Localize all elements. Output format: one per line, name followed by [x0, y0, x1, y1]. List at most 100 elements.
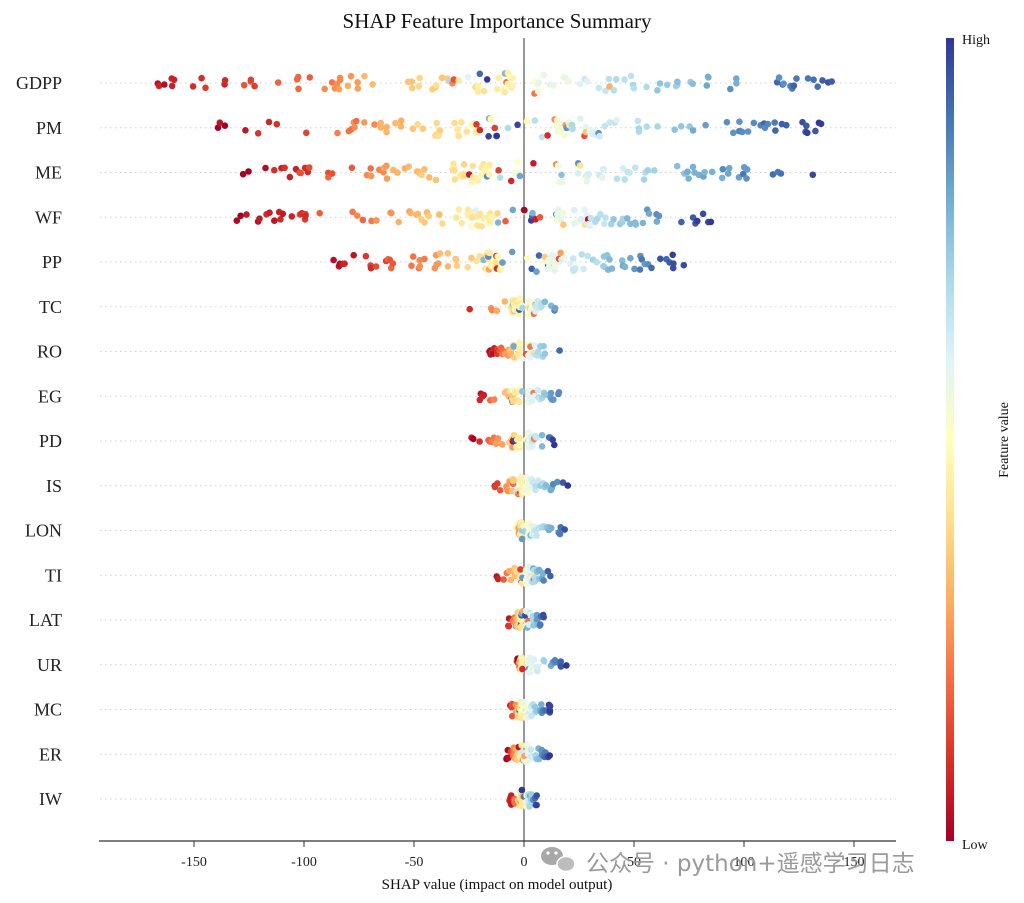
shap-point: [596, 132, 603, 140]
shap-point: [689, 163, 697, 171]
shap-point: [243, 211, 250, 218]
shap-point: [416, 74, 423, 82]
shap-point: [281, 164, 288, 172]
shap-point: [476, 210, 484, 218]
shap-point: [426, 174, 433, 181]
shap-point: [803, 122, 810, 130]
shap-point: [372, 263, 380, 270]
shap-point: [514, 121, 521, 129]
shap-point: [546, 752, 553, 759]
feature-label: PD: [39, 431, 62, 451]
shap-point: [485, 133, 492, 140]
shap-point: [251, 82, 258, 90]
shap-point: [305, 164, 313, 171]
colorbar: [946, 38, 954, 841]
shap-point: [527, 746, 535, 753]
shap-point: [540, 613, 547, 621]
shap-point: [486, 171, 493, 178]
shap-point: [526, 803, 533, 810]
shap-point: [468, 254, 475, 262]
shap-point: [408, 262, 415, 270]
shap-point: [607, 220, 615, 228]
shap-point: [558, 171, 565, 179]
shap-point: [705, 74, 712, 81]
shap-point: [349, 208, 356, 216]
shap-point: [436, 211, 443, 218]
shap-point: [733, 80, 740, 87]
shap-point: [507, 177, 515, 185]
shap-point: [407, 209, 414, 217]
shap-point: [581, 206, 588, 214]
shap-point: [689, 127, 697, 134]
shap-point: [458, 119, 465, 126]
shap-point: [627, 254, 634, 262]
shap-point: [367, 165, 375, 172]
shap-point: [341, 260, 348, 268]
shap-point: [473, 257, 480, 265]
shap-point: [736, 118, 743, 125]
shap-point: [569, 125, 576, 133]
shap-point: [518, 616, 525, 624]
shap-point: [221, 122, 229, 129]
shap-point: [367, 172, 375, 180]
shap-point: [631, 265, 638, 273]
shap-point: [432, 81, 440, 89]
shap-point: [601, 220, 608, 228]
shap-point: [663, 81, 671, 89]
shap-point: [502, 217, 509, 225]
shap-point: [532, 482, 540, 490]
shap-point: [421, 166, 428, 173]
shap-point: [538, 133, 546, 141]
shap-point: [493, 307, 501, 315]
shap-point: [466, 305, 474, 313]
shap-point: [237, 212, 244, 220]
shap-point: [777, 170, 785, 177]
shap-point: [635, 128, 643, 135]
shap-point: [414, 210, 422, 218]
shap-point: [636, 266, 644, 273]
shap-point: [321, 85, 329, 93]
shap-point: [505, 622, 513, 630]
shap-point: [480, 87, 488, 95]
feature-label: ER: [39, 744, 62, 764]
shap-point: [723, 118, 731, 126]
shap-point: [497, 264, 505, 272]
shap-point: [582, 123, 589, 131]
shap-point: [542, 391, 549, 398]
shap-point: [535, 252, 543, 259]
shap-point: [494, 85, 501, 93]
shap-point: [769, 171, 777, 178]
shap-point: [473, 121, 480, 128]
shap-point: [557, 663, 565, 670]
shap-point: [297, 169, 305, 177]
shap-point: [531, 341, 539, 349]
shap-point: [516, 435, 523, 442]
shap-point: [509, 206, 517, 214]
shap-point: [707, 218, 715, 226]
shap-point: [480, 391, 488, 399]
shap-point: [371, 121, 378, 128]
shap-point: [508, 248, 516, 256]
shap-point: [504, 124, 512, 132]
shap-point: [516, 398, 523, 406]
shap-point: [578, 251, 586, 258]
shap-point: [273, 120, 281, 128]
shap-point: [279, 210, 287, 218]
shap-point: [533, 792, 540, 799]
shap-point: [421, 219, 428, 226]
shap-point: [454, 126, 461, 133]
watermark-text: 公众号 · python+遥感学习日志: [586, 851, 915, 877]
shap-point: [242, 127, 249, 134]
shap-point: [626, 169, 633, 176]
shap-point: [621, 263, 629, 271]
shap-point: [344, 82, 352, 90]
shap-point: [509, 75, 517, 82]
shap-point: [631, 164, 639, 171]
shap-point: [517, 566, 524, 573]
shap-point: [496, 487, 504, 494]
shap-point: [451, 167, 458, 174]
shap-point: [494, 575, 502, 583]
shap-point: [330, 256, 337, 264]
shap-point: [533, 532, 540, 540]
shap-point: [548, 524, 555, 532]
